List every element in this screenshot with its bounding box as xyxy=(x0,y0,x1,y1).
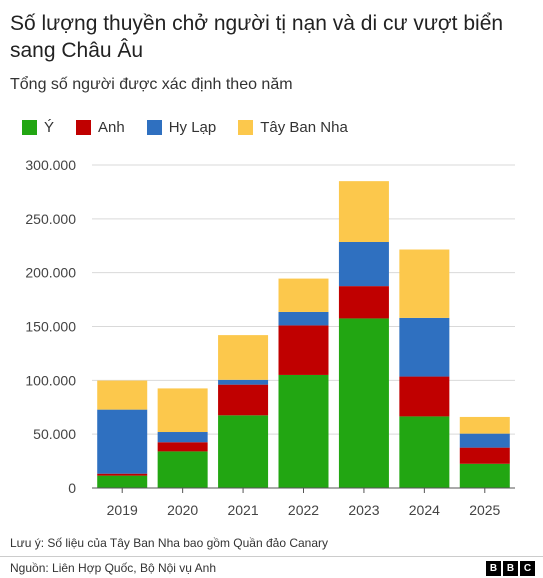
bbc-logo-letter: C xyxy=(520,561,535,576)
bar-segment xyxy=(459,416,510,434)
bar-segment xyxy=(157,432,208,443)
legend-label-uk: Anh xyxy=(98,119,125,136)
bar-segment xyxy=(459,433,510,448)
footer-divider xyxy=(0,556,543,557)
x-tick-label: 2020 xyxy=(167,502,198,518)
bar-segment xyxy=(218,415,269,488)
bar-segment xyxy=(218,379,269,385)
bar-segment xyxy=(278,278,329,312)
bar-segment xyxy=(97,475,148,488)
bar-segment xyxy=(338,286,389,319)
bar-segment xyxy=(278,311,329,326)
bar-segment xyxy=(459,447,510,464)
y-tick-label: 100.000 xyxy=(25,372,76,388)
x-tick-label: 2025 xyxy=(469,502,500,518)
bbc-logo: B B C xyxy=(486,561,535,576)
bar-segment xyxy=(157,442,208,452)
stacked-bar-chart: 0 50.000 100.000 150.000 200.000 250.000 300.0… xyxy=(25,157,515,518)
x-tick-label: 2019 xyxy=(107,502,138,518)
bar-segment xyxy=(278,325,329,375)
x-tick-label: 2023 xyxy=(348,502,379,518)
bbc-logo-letter: B xyxy=(503,561,518,576)
legend-item-uk: Anh xyxy=(76,119,125,136)
bar-segment xyxy=(399,317,450,377)
bar-segment xyxy=(399,376,450,417)
bar-segment xyxy=(338,181,389,242)
bar-segment xyxy=(97,380,148,410)
bar-segment xyxy=(218,384,269,416)
x-tick-label: 2022 xyxy=(288,502,319,518)
legend-label-italy: Ý xyxy=(44,119,55,136)
bar-segment xyxy=(157,388,208,433)
legend-swatch-greece xyxy=(146,120,162,135)
chart-title: Số lượng thuyền chở người tị nạn và di c… xyxy=(10,12,504,62)
bar-segment xyxy=(459,463,510,488)
y-tick-label: 300.000 xyxy=(25,157,76,173)
legend-item-italy: Ý xyxy=(22,119,54,136)
legend: Ý Anh Hy Lạp Tây Ban Nha xyxy=(22,119,370,136)
legend-item-spain: Tây Ban Nha xyxy=(238,119,348,136)
y-tick-label: 150.000 xyxy=(25,319,76,335)
x-tick-label: 2021 xyxy=(227,502,258,518)
bar-segment xyxy=(157,451,208,488)
y-tick-label: 200.000 xyxy=(25,265,76,281)
legend-label-spain: Tây Ban Nha xyxy=(260,119,348,136)
y-tick-label: 50.000 xyxy=(33,426,76,442)
bar-segment xyxy=(338,318,389,488)
legend-label-greece: Hy Lạp xyxy=(168,119,217,136)
chart-note: Lưu ý: Số liệu của Tây Ban Nha bao gồm Q… xyxy=(10,536,329,550)
legend-swatch-italy xyxy=(22,120,37,135)
bbc-logo-letter: B xyxy=(486,561,501,576)
bar-segment xyxy=(338,241,389,287)
legend-swatch-uk xyxy=(76,120,92,135)
bar-segment xyxy=(399,249,450,318)
bar-segment xyxy=(97,473,148,476)
y-tick-label: 0 xyxy=(68,480,76,496)
legend-swatch-spain xyxy=(238,120,254,135)
bar-segment xyxy=(218,335,269,380)
bar-segment xyxy=(278,374,329,488)
x-tick-label: 2024 xyxy=(409,502,440,518)
bar-segment xyxy=(399,416,450,488)
y-tick-label: 250.000 xyxy=(25,211,76,227)
chart-subtitle: Tổng số người được xác định theo năm xyxy=(10,76,293,93)
legend-item-greece: Hy Lạp xyxy=(146,119,217,136)
bar-segment xyxy=(97,409,148,474)
chart-source: Nguồn: Liên Hợp Quốc, Bộ Nội vụ Anh xyxy=(10,561,216,575)
